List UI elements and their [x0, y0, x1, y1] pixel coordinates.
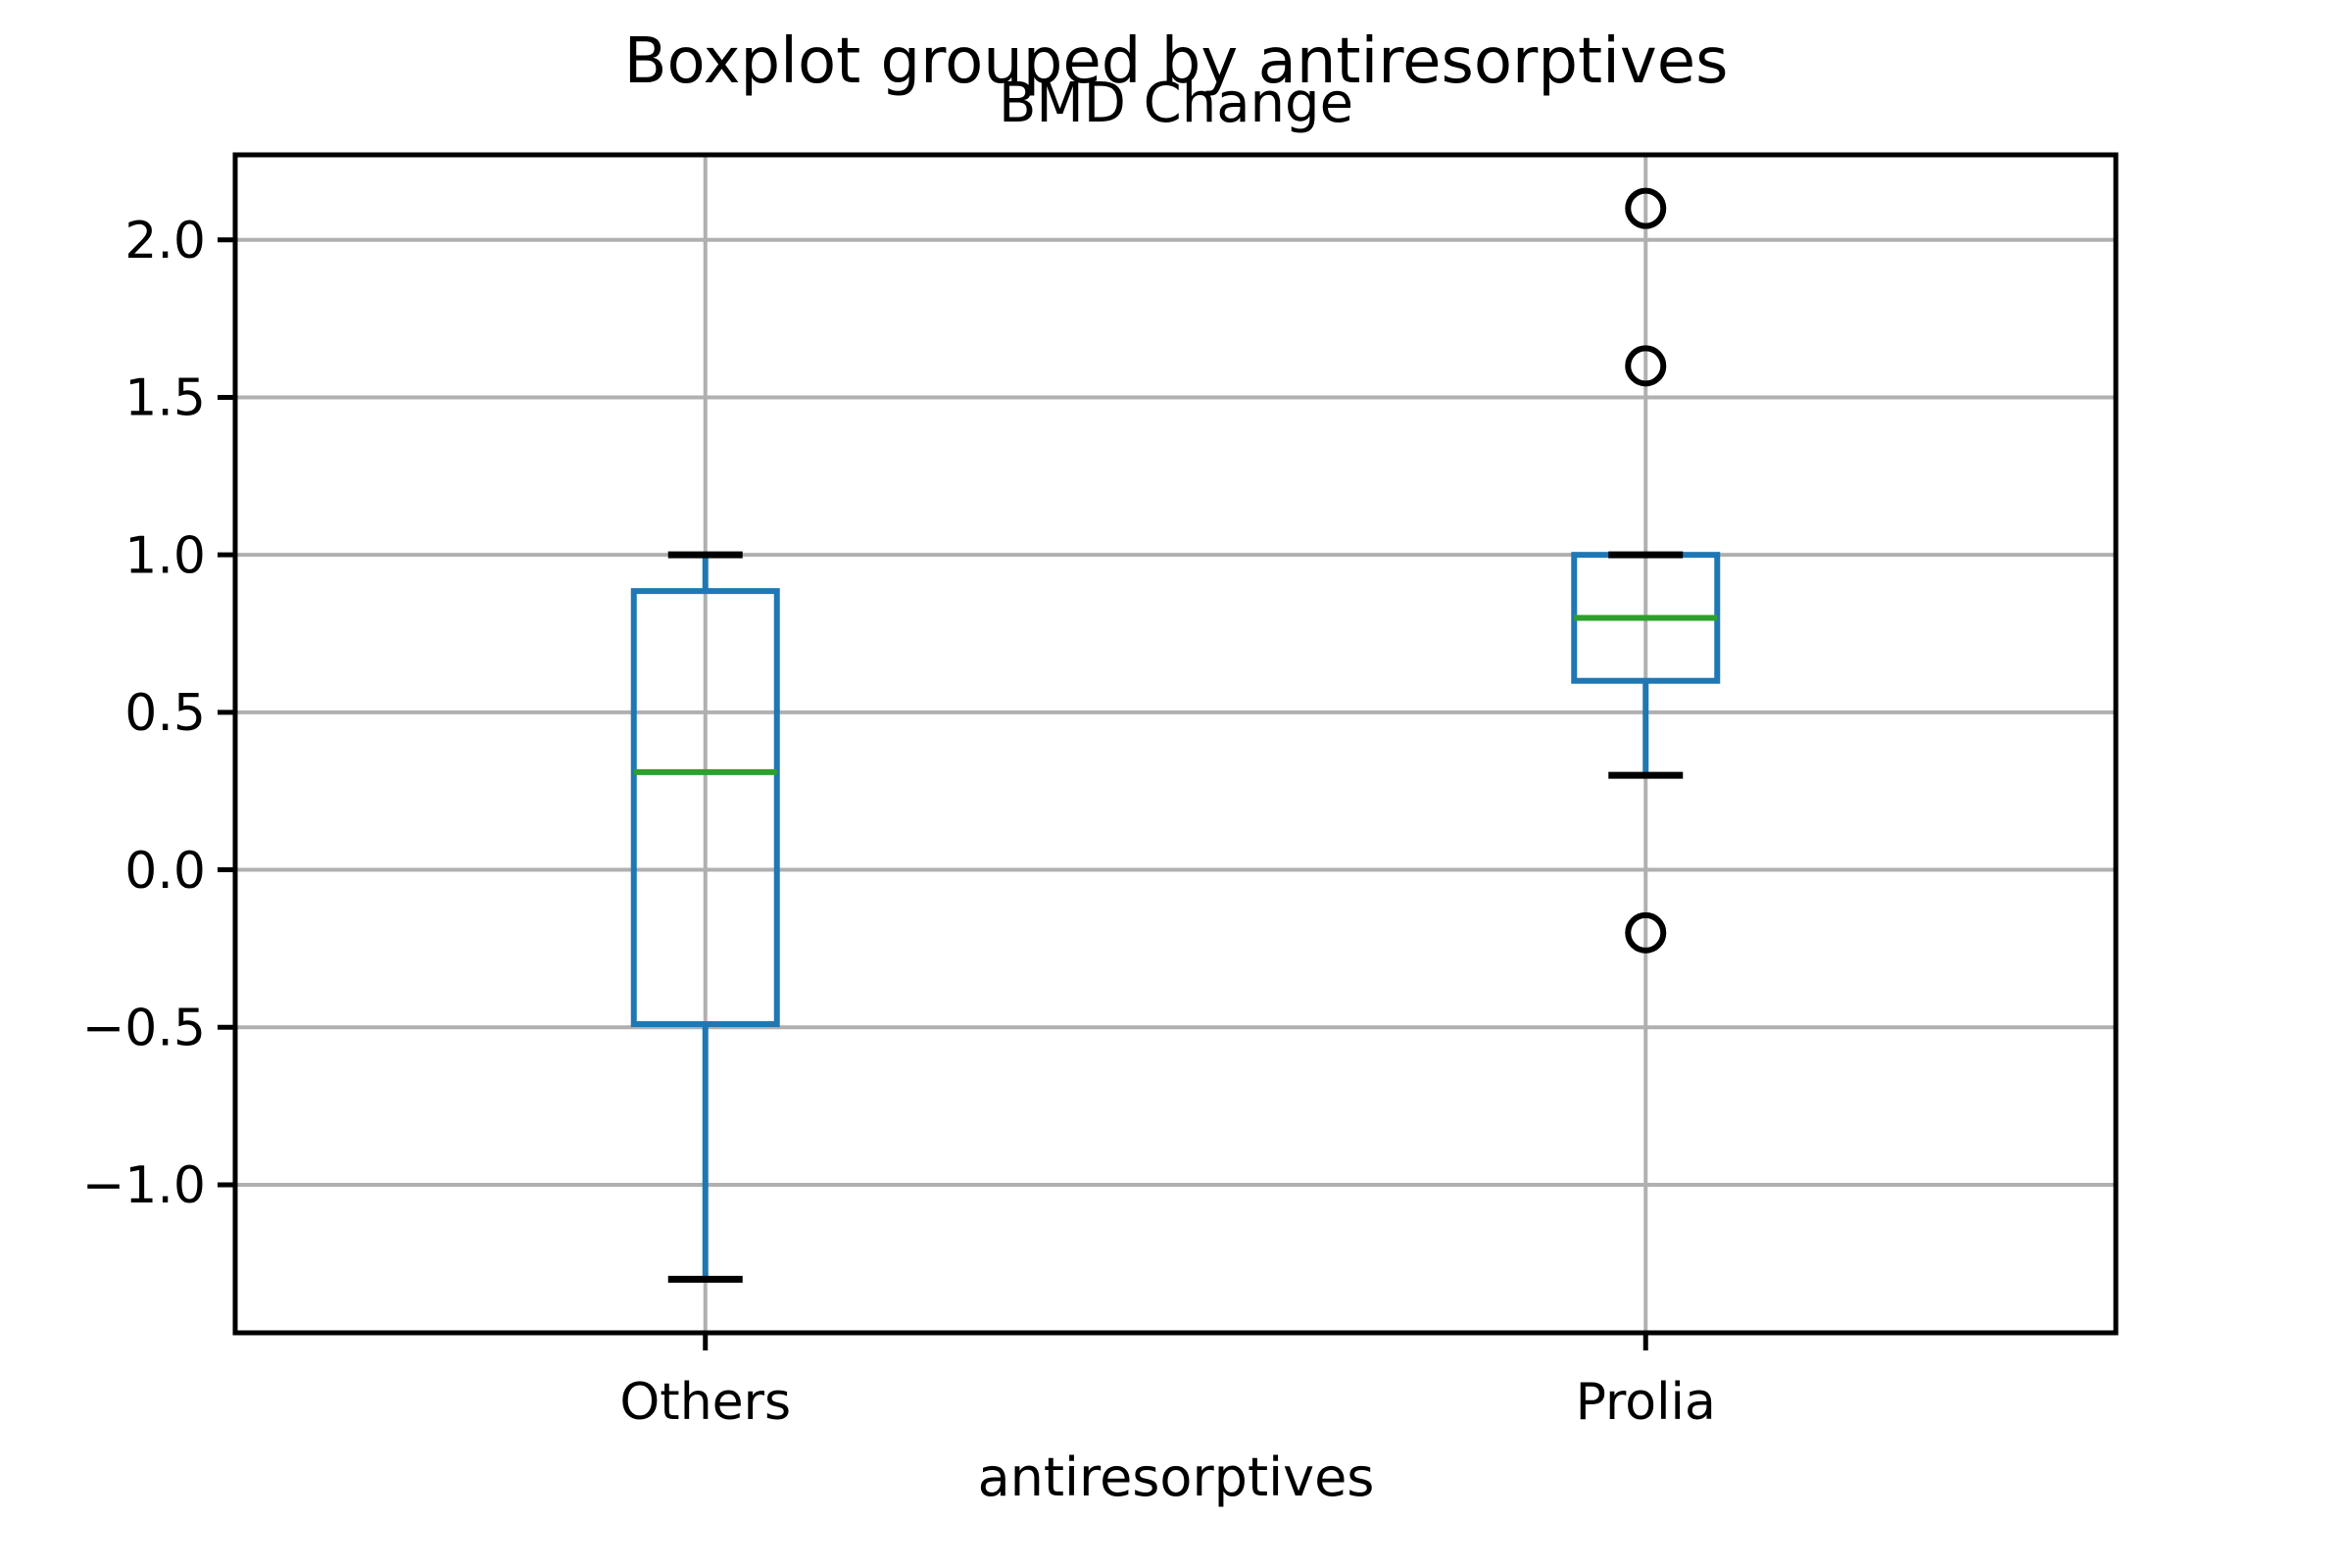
y-tick-label: 0.0 — [124, 842, 206, 901]
y-tick-label: 0.5 — [124, 684, 206, 743]
y-tick-label: −1.0 — [82, 1156, 206, 1215]
x-tick-label-Prolia: Prolia — [1576, 1373, 1716, 1432]
y-tick-label: 1.5 — [124, 369, 206, 428]
outlier-marker-Prolia — [1625, 345, 1667, 387]
y-tick-label: 2.0 — [124, 212, 206, 270]
figure-suptitle: Boxplot grouped by antiresorptives — [624, 25, 1729, 98]
axes-spines — [232, 152, 2119, 1336]
x-axis-label: antiresorptives — [978, 1446, 1375, 1508]
outlier-marker-Prolia — [1625, 911, 1667, 954]
x-tick-label-Others: Others — [619, 1373, 791, 1432]
y-tick-label: 1.0 — [124, 526, 206, 585]
axes-title: BMD Change — [999, 72, 1353, 135]
box-Others — [630, 588, 780, 1028]
y-tick-label: −0.5 — [82, 999, 206, 1057]
outlier-marker-Prolia — [1625, 187, 1667, 229]
axes-area: 2.0 1.5 1.0 0.5 0.0 −0.5 −1.0 Others Prolia — [82, 152, 2119, 1432]
